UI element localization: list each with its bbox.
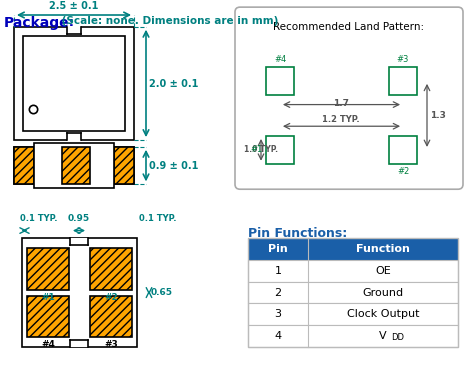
Bar xyxy=(34,143,114,188)
Bar xyxy=(67,133,81,141)
Text: 1.7: 1.7 xyxy=(333,99,349,108)
Bar xyxy=(266,136,294,163)
Text: #1: #1 xyxy=(251,145,263,154)
Text: OE: OE xyxy=(375,266,391,276)
Bar xyxy=(248,239,458,347)
Text: 1.2 TYP.: 1.2 TYP. xyxy=(322,115,360,124)
Text: #3: #3 xyxy=(104,340,118,349)
Text: 2: 2 xyxy=(274,287,282,298)
Bar xyxy=(248,303,458,325)
Bar xyxy=(23,36,125,131)
Text: 4: 4 xyxy=(274,331,282,341)
Text: Clock Output: Clock Output xyxy=(347,309,419,319)
Text: 1: 1 xyxy=(274,266,281,276)
Text: 0.9 ± 0.1: 0.9 ± 0.1 xyxy=(149,161,199,170)
Text: #2: #2 xyxy=(397,167,409,176)
Text: (Scale: none. Dimensions are in mm): (Scale: none. Dimensions are in mm) xyxy=(58,16,279,26)
Text: Function: Function xyxy=(356,244,410,254)
Text: DD: DD xyxy=(391,334,404,343)
Text: 0.95: 0.95 xyxy=(68,214,90,223)
Bar xyxy=(389,136,417,163)
Bar xyxy=(27,248,69,290)
Bar xyxy=(14,147,134,184)
Text: #1: #1 xyxy=(41,292,55,301)
Bar xyxy=(14,147,34,184)
Text: #4: #4 xyxy=(274,55,286,64)
Text: Recommended Land Pattern:: Recommended Land Pattern: xyxy=(273,22,425,32)
Bar xyxy=(22,239,137,347)
Text: #2: #2 xyxy=(104,292,118,301)
Bar xyxy=(14,27,134,140)
Text: Ground: Ground xyxy=(362,287,404,298)
Bar xyxy=(266,67,294,95)
Text: Package:: Package: xyxy=(4,16,75,30)
Text: 2.5 ± 0.1: 2.5 ± 0.1 xyxy=(49,1,99,11)
Bar xyxy=(248,260,458,282)
Text: 0.65: 0.65 xyxy=(151,288,173,297)
Bar xyxy=(70,239,88,245)
Text: 0.1 TYP.: 0.1 TYP. xyxy=(139,214,177,223)
Text: #4: #4 xyxy=(41,340,55,349)
FancyBboxPatch shape xyxy=(235,7,463,189)
Bar xyxy=(248,282,458,303)
Bar xyxy=(62,147,90,184)
Bar xyxy=(90,296,132,337)
Bar xyxy=(27,296,69,337)
Text: 1.0 TYP.: 1.0 TYP. xyxy=(244,145,278,154)
Text: 1.3: 1.3 xyxy=(430,111,446,120)
Text: 0.1 TYP.: 0.1 TYP. xyxy=(20,214,58,223)
Bar xyxy=(389,67,417,95)
Bar xyxy=(70,340,88,347)
Text: #3: #3 xyxy=(397,55,409,64)
Text: 2.0 ± 0.1: 2.0 ± 0.1 xyxy=(149,79,199,89)
Text: V: V xyxy=(379,331,387,341)
Text: Pin Functions:: Pin Functions: xyxy=(248,228,347,240)
Bar xyxy=(248,239,458,260)
Text: 3: 3 xyxy=(274,309,281,319)
Bar xyxy=(67,26,81,34)
Bar xyxy=(114,147,134,184)
Bar xyxy=(90,248,132,290)
Text: Pin: Pin xyxy=(268,244,288,254)
Bar xyxy=(14,27,134,140)
Bar xyxy=(248,325,458,347)
